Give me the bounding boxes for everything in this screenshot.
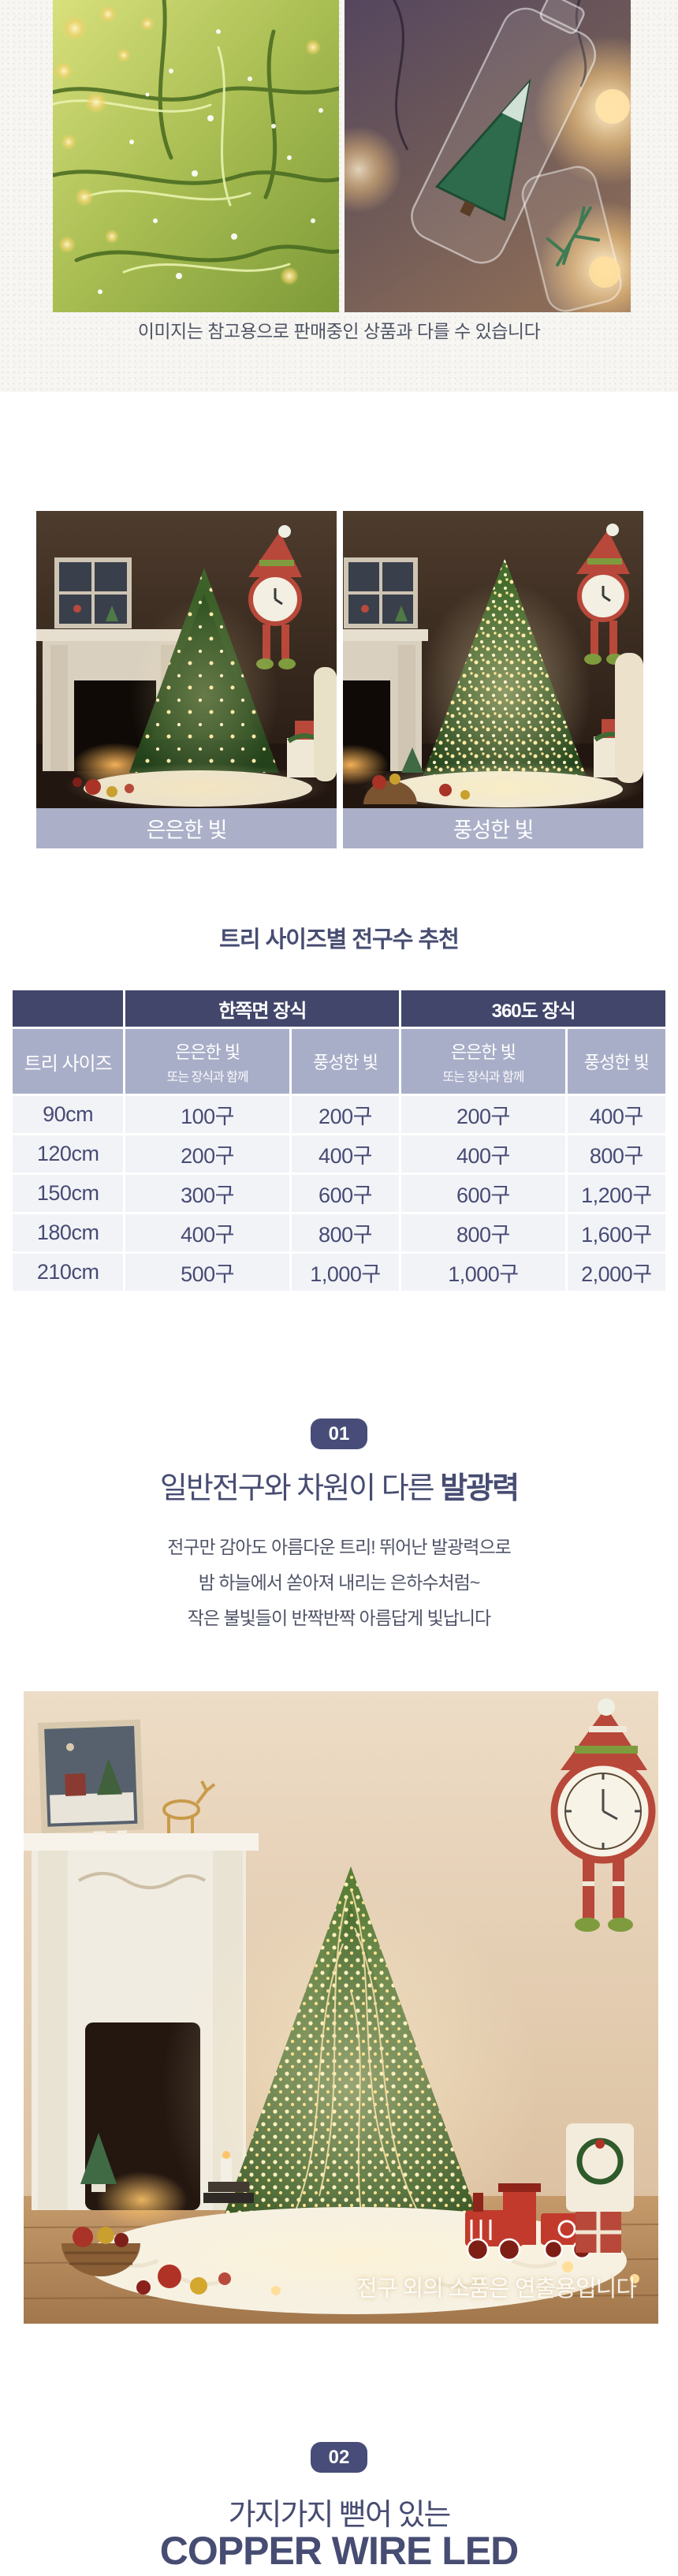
photo-tree-soft xyxy=(36,511,337,808)
compare-card-soft: 은은한 빛 xyxy=(36,511,337,848)
window-picture xyxy=(344,557,418,628)
section-02-title-line2: COPPER WIRE LED xyxy=(159,2529,519,2573)
reindeer-figurine xyxy=(162,1780,216,1833)
section-01-body: 전구만 감아도 아름다운 트리! 뛰어난 발광력으로 밤 하늘에서 쏟아져 내리… xyxy=(0,1530,678,1636)
gifts-and-ornaments xyxy=(73,667,337,797)
lights-closeup-illustration xyxy=(53,0,339,312)
table-row: 150cm 300구 600구 600구 1,200구 xyxy=(13,1175,665,1212)
photo-lights-closeup xyxy=(53,0,339,312)
photo-room-tree: 전구 외의 소품은 연출용입니다 xyxy=(24,1691,658,2324)
picture-frame xyxy=(37,1719,144,1834)
hero-caption: 이미지는 참고용으로 판매중인 상품과 다를 수 있습니다 xyxy=(137,321,541,341)
christmas-tree-full xyxy=(418,558,591,803)
section-badge-02: 02 xyxy=(311,2442,367,2473)
body-line-2: 밤 하늘에서 쏟아져 내리는 은하수처럼~ xyxy=(198,1572,481,1593)
section-02-title-line1: 가지가지 뻗어 있는 xyxy=(228,2499,452,2532)
section-01-title-bold: 발광력 xyxy=(440,1472,520,1505)
floor-ornaments xyxy=(80,2133,254,2295)
table-title: 트리 사이즈별 전구수 추천 xyxy=(219,927,460,952)
body-line-1: 전구만 감아도 아름다운 트리! 뛰어난 발광력으로 xyxy=(167,1537,512,1557)
soft-header-2: 은은한 빛 또는 장식과 함께 xyxy=(401,1029,565,1094)
size-header: 트리 사이즈 xyxy=(13,1029,124,1094)
table-row: 180cm 400구 800구 800구 1,600구 xyxy=(13,1214,665,1251)
section-01-title: 일반전구와 차원이 다른 발광력 xyxy=(0,1463,678,1507)
glass-bottle-large xyxy=(411,0,597,264)
christmas-tree-copper-led xyxy=(162,1866,540,2302)
compare-label-soft: 은은한 빛 xyxy=(36,808,337,848)
santa-clock-large xyxy=(550,1698,656,1932)
corner-cell xyxy=(13,990,124,1027)
table-sub-header-row: 트리 사이즈 은은한 빛 또는 장식과 함께 풍성한 빛 은은한 빛 또는 장식과 … xyxy=(13,1029,665,1094)
table-group-header-row: 한쪽면 장식 360도 장식 xyxy=(13,990,665,1027)
gift-bag xyxy=(566,2123,634,2253)
tree-soft-illustration xyxy=(36,511,337,808)
table-row: 210cm 500구 1,000구 1,000구 2,000구 xyxy=(13,1254,665,1291)
room-tree-illustration xyxy=(24,1691,658,2324)
full-header-1: 풍성한 빛 xyxy=(291,1029,400,1094)
christmas-tree-soft xyxy=(129,568,279,799)
photo-bottle-lights xyxy=(345,0,631,312)
photo-tree-full xyxy=(343,511,643,808)
gifts-and-ornaments xyxy=(363,653,643,804)
compare-label-full: 풍성한 빛 xyxy=(343,808,643,848)
table-row: 120cm 200구 400구 400구 800구 xyxy=(13,1135,665,1172)
bulb-table: 한쪽면 장식 360도 장식 트리 사이즈 은은한 빛 또는 장식과 함께 풍성한… xyxy=(10,988,668,1293)
group-header-one-side: 한쪽면 장식 xyxy=(125,990,400,1027)
compare-card-full: 풍성한 빛 xyxy=(343,511,643,848)
bottle-lights-illustration xyxy=(345,0,631,312)
section-badge-01: 01 xyxy=(311,1418,367,1449)
tree-full-illustration xyxy=(343,511,643,808)
soft-header-1: 은은한 빛 또는 장식과 함께 xyxy=(125,1029,289,1094)
section-01-title-regular: 일반전구와 차원이 다른 xyxy=(159,1472,441,1505)
full-header-2: 풍성한 빛 xyxy=(567,1029,665,1094)
body-line-3: 작은 불빛들이 반짝반짝 아름답게 빛납니다 xyxy=(187,1608,491,1628)
table-row: 90cm 100구 200구 200구 400구 xyxy=(13,1096,665,1133)
window-picture xyxy=(54,557,132,628)
photo-watermark: 전구 외의 소품은 연출용입니다 xyxy=(356,2276,637,2302)
fireplace xyxy=(343,629,428,785)
group-header-360: 360도 장식 xyxy=(401,990,665,1027)
santa-clock xyxy=(576,524,630,665)
ornament-basket xyxy=(61,2227,140,2276)
